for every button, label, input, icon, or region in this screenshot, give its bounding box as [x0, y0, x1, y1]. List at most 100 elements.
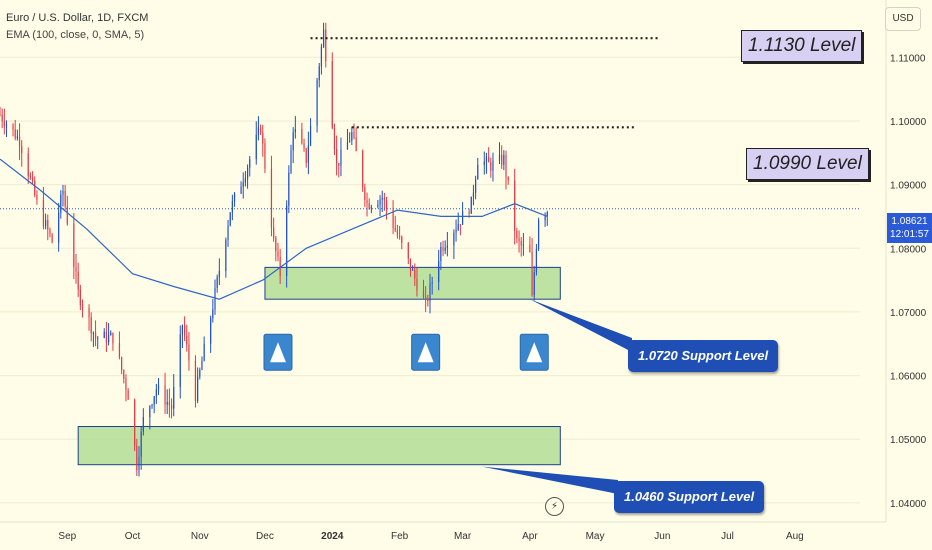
candle-body	[307, 145, 309, 163]
horizontal-levels	[0, 37, 860, 210]
candle-body	[3, 121, 5, 127]
candle-body	[127, 390, 129, 400]
candle-body	[240, 186, 242, 194]
candle-body	[264, 143, 266, 169]
candle-body	[197, 376, 199, 401]
candle-body	[77, 271, 79, 290]
candle-body	[216, 277, 218, 288]
candle-body	[225, 239, 227, 271]
candle-body	[414, 269, 416, 279]
candle-body	[188, 344, 190, 361]
candle-body	[383, 197, 385, 201]
candle-body	[153, 396, 155, 405]
candle-body	[210, 318, 212, 344]
candle-body	[173, 386, 175, 409]
time-tick-label: Dec	[256, 531, 274, 542]
candle-body	[455, 229, 457, 233]
time-tick-label: Mar	[454, 531, 472, 542]
candle-body	[322, 29, 325, 47]
ema-line	[0, 158, 548, 300]
candle-body	[110, 332, 112, 336]
candle-body	[457, 224, 459, 230]
candle-body	[5, 124, 8, 127]
candle-body	[492, 160, 494, 171]
arrow-up-icon	[269, 342, 286, 363]
candle-body	[535, 248, 538, 273]
support-zones	[77, 266, 561, 466]
candle-body	[398, 235, 401, 237]
candle-body	[475, 179, 477, 193]
candle-body	[351, 131, 353, 141]
symbol-title[interactable]: Euro / U.S. Dollar, 1D, FXCM	[6, 12, 149, 24]
candle-body	[366, 199, 368, 204]
candle-body	[149, 406, 151, 418]
support-zone-1	[264, 266, 561, 300]
candle-body	[233, 193, 236, 202]
candle-body	[42, 199, 45, 226]
arrow-up-icon	[526, 342, 543, 363]
candle-body	[288, 172, 290, 206]
candle-body	[529, 244, 531, 253]
time-tick-label: 2024	[321, 531, 344, 542]
candle-body	[425, 297, 427, 300]
candle-body	[409, 258, 412, 271]
candle-body	[355, 137, 357, 152]
callout-line-1046	[482, 466, 618, 494]
price-axis[interactable]: 1.11000 1.10000 1.09000 1.08000 1.07000 1.060…	[885, 0, 927, 522]
candle-body	[325, 29, 327, 62]
candle-body	[340, 149, 342, 166]
candle-body	[157, 385, 160, 390]
candle-body	[244, 178, 247, 183]
candle-body	[227, 225, 229, 240]
candle-body	[477, 164, 479, 180]
candle-body	[544, 216, 546, 221]
candle-body	[331, 61, 333, 128]
support-label-1072: 1.0720 Support Level	[628, 340, 779, 372]
candle-body	[118, 343, 121, 358]
candle-body	[229, 212, 231, 226]
candle-body	[503, 154, 505, 165]
candle-body	[18, 136, 21, 147]
candle-body	[275, 237, 277, 252]
candle-body	[31, 177, 34, 181]
candle-body	[431, 282, 433, 284]
candle-body	[490, 162, 492, 171]
candle-body	[362, 151, 364, 188]
candle-body	[273, 227, 275, 238]
candle-body	[292, 132, 294, 151]
current-price-tag: 1.08621 12:01:57	[887, 213, 932, 243]
candle-body	[294, 129, 296, 133]
candle-body	[316, 80, 318, 126]
time-tick-label: Nov	[191, 531, 209, 542]
candle-body	[66, 206, 68, 224]
candle-body	[94, 332, 97, 339]
time-axis[interactable]: Sep Oct Nov Dec 2024 Feb Mar Apr May Jun Jul Aug	[0, 521, 886, 542]
candle-body	[305, 148, 307, 163]
candle-body	[75, 266, 77, 272]
candle-body	[407, 242, 409, 259]
lightning-icon[interactable]: ⚡	[545, 497, 564, 516]
candle-body	[488, 157, 490, 163]
candle-body	[427, 299, 429, 302]
candle-body	[546, 212, 548, 217]
candle-body	[51, 234, 53, 243]
candle-body	[364, 187, 366, 200]
candle-body	[401, 236, 403, 243]
candle-body	[47, 220, 49, 230]
candle-body	[49, 229, 51, 235]
candle-body	[103, 331, 105, 338]
candle-body	[58, 212, 60, 243]
candle-body	[537, 220, 540, 249]
candle-body	[279, 256, 281, 277]
price-tick-label: 1.04000	[890, 499, 927, 510]
time-tick-label: Apr	[522, 531, 538, 542]
candle-body	[45, 220, 47, 226]
candle-body	[301, 129, 303, 144]
candle-body	[203, 343, 205, 361]
candle-body	[290, 150, 292, 173]
indicator-legend[interactable]: EMA (100, close, 0, SMA, 5)	[6, 29, 145, 41]
candle-body	[379, 199, 381, 205]
candle-body	[396, 230, 399, 236]
currency-button[interactable]: USD	[885, 7, 921, 31]
